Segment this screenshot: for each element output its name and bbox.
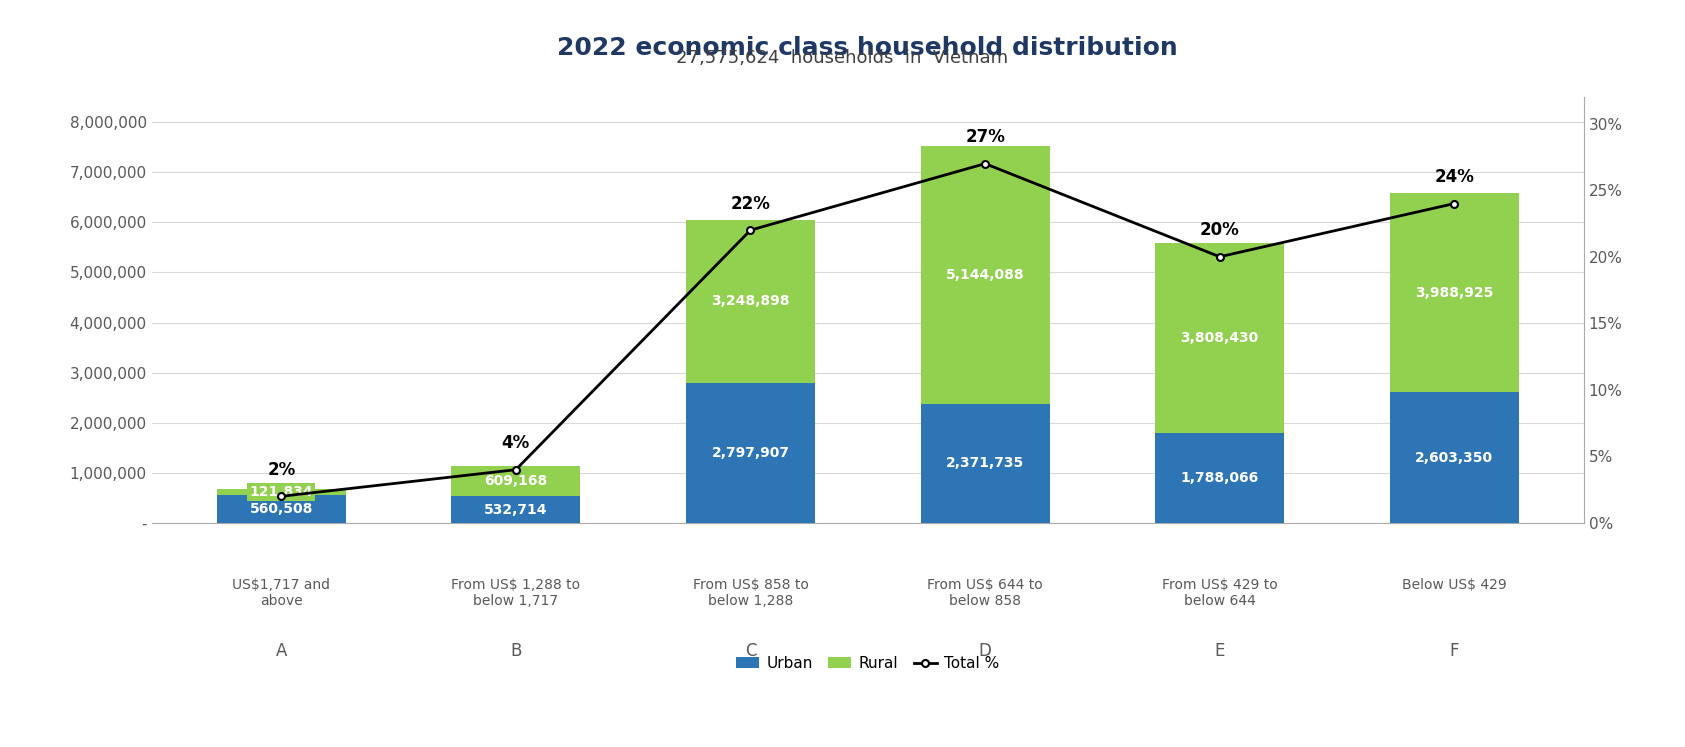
Text: From US$ 644 to
below 858: From US$ 644 to below 858 bbox=[927, 578, 1043, 609]
Title: 2022 economic class household distribution: 2022 economic class household distributi… bbox=[558, 37, 1178, 61]
Text: 4%: 4% bbox=[502, 434, 531, 453]
Bar bbox=[1390, 193, 1518, 392]
Text: 560,508: 560,508 bbox=[249, 502, 313, 516]
Text: 5,144,088: 5,144,088 bbox=[945, 268, 1024, 282]
Bar bbox=[686, 382, 816, 523]
Text: 3,248,898: 3,248,898 bbox=[711, 294, 790, 309]
Text: 22%: 22% bbox=[731, 195, 770, 213]
Text: US$1,717 and
above: US$1,717 and above bbox=[233, 578, 330, 609]
Total % bbox=[271, 492, 292, 500]
Bar bbox=[452, 496, 580, 523]
Bar bbox=[1156, 433, 1284, 523]
Text: 2,603,350: 2,603,350 bbox=[1415, 450, 1493, 465]
Text: 3,808,430: 3,808,430 bbox=[1181, 331, 1259, 345]
Total % bbox=[976, 159, 996, 168]
Text: 3,988,925: 3,988,925 bbox=[1415, 285, 1493, 300]
Text: C: C bbox=[745, 642, 757, 660]
Text: 2,797,907: 2,797,907 bbox=[711, 446, 790, 460]
Bar bbox=[452, 465, 580, 496]
Text: D: D bbox=[979, 642, 991, 660]
Line: Total %: Total % bbox=[278, 160, 1458, 500]
Bar bbox=[217, 495, 345, 523]
Text: B: B bbox=[511, 642, 522, 660]
Text: F: F bbox=[1449, 642, 1459, 660]
Bar bbox=[217, 489, 345, 495]
Text: E: E bbox=[1215, 642, 1225, 660]
Total % bbox=[1210, 252, 1230, 261]
Legend: Urban, Rural, Total %: Urban, Rural, Total % bbox=[730, 650, 1006, 677]
Text: 2%: 2% bbox=[268, 461, 295, 479]
Text: From US$ 858 to
below 1,288: From US$ 858 to below 1,288 bbox=[693, 578, 809, 609]
Bar bbox=[1156, 243, 1284, 433]
Bar bbox=[1390, 392, 1518, 523]
Text: 20%: 20% bbox=[1200, 221, 1240, 240]
Bar bbox=[920, 146, 1050, 404]
Text: 27%: 27% bbox=[966, 128, 1004, 146]
Text: 2,371,735: 2,371,735 bbox=[945, 456, 1024, 471]
Text: From US$ 1,288 to
below 1,717: From US$ 1,288 to below 1,717 bbox=[452, 578, 580, 609]
Text: From US$ 429 to
below 644: From US$ 429 to below 644 bbox=[1161, 578, 1277, 609]
Total % bbox=[740, 226, 760, 235]
Text: 121,834: 121,834 bbox=[249, 485, 313, 499]
Text: Below US$ 429: Below US$ 429 bbox=[1402, 578, 1506, 592]
Text: 27,575,624  households  in  Vietnam: 27,575,624 households in Vietnam bbox=[676, 49, 1009, 66]
Text: 24%: 24% bbox=[1434, 168, 1474, 186]
Text: A: A bbox=[276, 642, 286, 660]
Total % bbox=[1444, 199, 1464, 208]
Total % bbox=[506, 465, 526, 474]
Bar bbox=[920, 404, 1050, 523]
Text: 1,788,066: 1,788,066 bbox=[1181, 471, 1259, 485]
Text: 609,168: 609,168 bbox=[484, 474, 548, 488]
Bar bbox=[686, 220, 816, 382]
Text: 532,714: 532,714 bbox=[484, 503, 548, 517]
